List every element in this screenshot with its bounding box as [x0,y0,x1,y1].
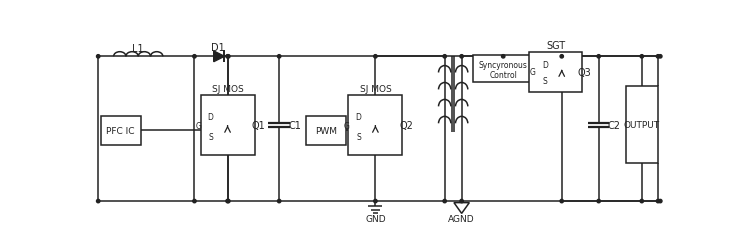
Bar [625,86,658,163]
Text: PWM: PWM [315,126,337,135]
Circle shape [597,200,600,203]
Text: Syncyronous: Syncyronous [479,60,528,70]
Text: S: S [208,132,213,141]
Circle shape [659,55,662,59]
Circle shape [192,200,196,203]
Circle shape [656,200,659,203]
Circle shape [640,55,644,59]
Circle shape [502,55,505,59]
Text: L1: L1 [132,44,144,54]
Circle shape [560,200,563,203]
Circle shape [560,55,563,59]
Bar [201,96,255,155]
Text: SJ MOS: SJ MOS [212,85,243,94]
Text: C1: C1 [288,120,301,130]
Text: D1: D1 [211,43,224,53]
Text: SGT: SGT [546,41,565,51]
Text: OUTPUT: OUTPUT [624,120,660,129]
Circle shape [226,55,229,59]
Circle shape [374,200,377,203]
Text: Q1: Q1 [252,120,265,130]
Text: D: D [208,112,214,121]
Circle shape [374,55,377,59]
Bar [101,116,141,145]
Bar [349,96,403,155]
Text: Q3: Q3 [578,68,592,77]
Circle shape [226,200,230,203]
Circle shape [460,55,463,59]
Circle shape [278,200,281,203]
Circle shape [443,55,446,59]
Polygon shape [214,52,224,62]
Text: S: S [356,132,361,141]
Circle shape [96,55,100,59]
Circle shape [597,55,600,59]
Bar [473,55,534,82]
Text: Q2: Q2 [400,120,413,130]
Text: SJ MOS: SJ MOS [360,85,391,94]
Circle shape [656,55,659,59]
Text: G: G [343,122,349,131]
Circle shape [226,200,229,203]
Text: D: D [355,112,361,121]
Text: D: D [542,60,548,69]
Bar [306,116,346,145]
Text: C2: C2 [608,120,621,130]
Text: PFC IC: PFC IC [107,126,135,135]
Text: G: G [530,68,536,77]
Text: AGND: AGND [448,214,475,223]
Circle shape [226,55,230,59]
Circle shape [659,200,662,203]
Text: GND: GND [365,214,386,223]
Circle shape [96,200,100,203]
Text: S: S [542,77,547,86]
Circle shape [443,200,446,203]
Text: G: G [195,122,201,131]
Circle shape [278,55,281,59]
Circle shape [460,200,463,203]
Polygon shape [454,203,469,213]
Text: Control: Control [489,70,517,79]
Circle shape [640,200,644,203]
Bar [529,52,582,92]
Circle shape [192,55,196,59]
